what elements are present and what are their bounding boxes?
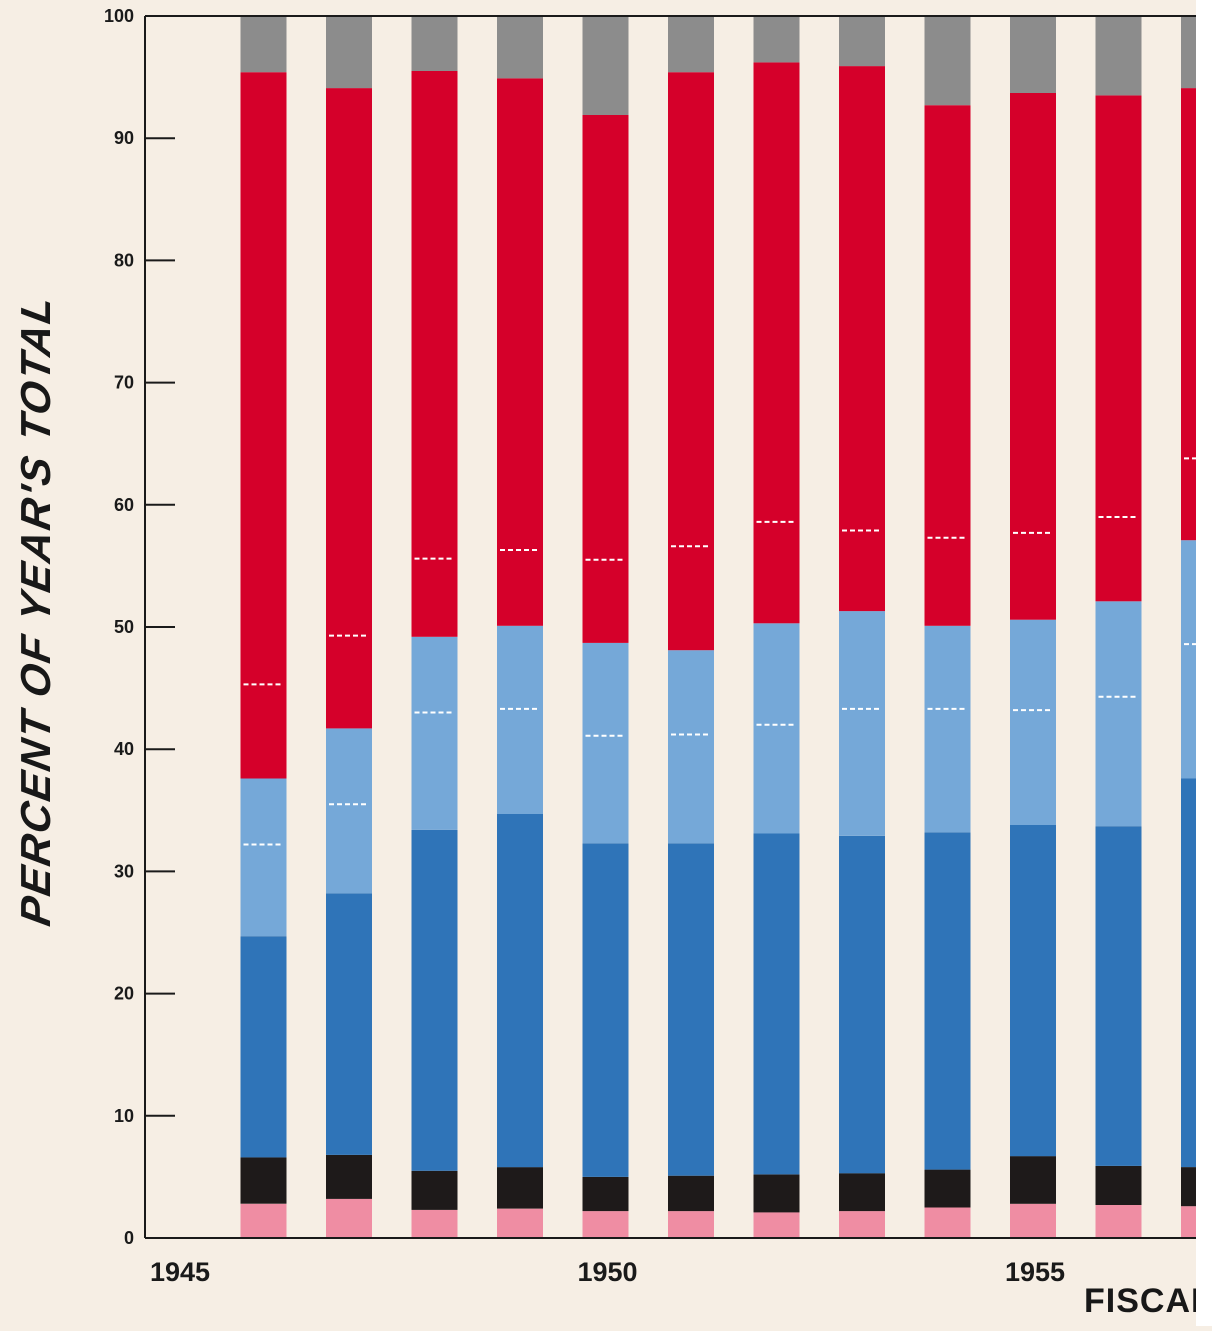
bar-segment-1948-1 — [412, 1171, 458, 1210]
y-tick-label-10: 10 — [114, 1106, 134, 1126]
bar-segment-1948-5 — [412, 16, 458, 71]
bar-segment-1946-5 — [241, 16, 287, 72]
bar-segment-1953-2 — [839, 836, 885, 1173]
bar-segment-1954-1 — [925, 1170, 971, 1208]
bar-segment-1954-4 — [925, 105, 971, 626]
bar-segment-1954-5 — [925, 16, 971, 105]
bar-segment-1949-0 — [497, 1209, 543, 1238]
bar-segment-1954-3 — [925, 626, 971, 833]
bar-segment-1951-2 — [668, 843, 714, 1175]
bar-segment-1951-0 — [668, 1211, 714, 1238]
bar-segment-1947-1 — [326, 1155, 372, 1199]
y-tick-label-20: 20 — [114, 984, 134, 1004]
bar-segment-1950-0 — [583, 1211, 629, 1238]
bar-segment-1948-4 — [412, 71, 458, 637]
bar-segment-1952-3 — [754, 623, 800, 833]
x-tick-label-1955: 1955 — [1005, 1257, 1065, 1287]
bar-segment-1947-4 — [326, 88, 372, 728]
bar-segment-1954-0 — [925, 1208, 971, 1239]
bar-segment-1949-1 — [497, 1167, 543, 1209]
y-tick-label-60: 60 — [114, 495, 134, 515]
bar-segment-1946-2 — [241, 936, 287, 1157]
bar-segment-1947-5 — [326, 16, 372, 88]
y-tick-label-50: 50 — [114, 617, 134, 637]
bar-segment-1952-5 — [754, 16, 800, 62]
x-tick-label-1950: 1950 — [577, 1257, 637, 1287]
bar-segment-1949-5 — [497, 16, 543, 78]
y-tick-label-100: 100 — [104, 6, 134, 26]
page-edge — [1196, 0, 1212, 1326]
y-tick-label-40: 40 — [114, 739, 134, 759]
bar-segment-1953-1 — [839, 1173, 885, 1211]
bar-segment-1951-4 — [668, 72, 714, 650]
bar-segment-1953-0 — [839, 1211, 885, 1238]
bar-segment-1952-2 — [754, 834, 800, 1175]
x-tick-label-1945: 1945 — [150, 1257, 210, 1287]
bar-segment-1955-1 — [1010, 1156, 1056, 1204]
bar-segment-1956-2 — [1096, 826, 1142, 1166]
bar-segment-1956-4 — [1096, 95, 1142, 601]
bar-segment-1956-1 — [1096, 1166, 1142, 1205]
bar-segment-1950-3 — [583, 643, 629, 843]
y-tick-label-70: 70 — [114, 373, 134, 393]
y-tick-label-30: 30 — [114, 861, 134, 881]
bar-segment-1951-3 — [668, 650, 714, 843]
bar-segment-1953-5 — [839, 16, 885, 66]
bar-segment-1946-0 — [241, 1204, 287, 1238]
y-tick-label-90: 90 — [114, 128, 134, 148]
y-axis-title: PERCENT OF YEAR'S TOTAL — [12, 291, 60, 930]
bar-segment-1947-2 — [326, 893, 372, 1155]
bar-segment-1950-1 — [583, 1177, 629, 1211]
bar-segment-1948-0 — [412, 1210, 458, 1238]
bar-segment-1955-4 — [1010, 93, 1056, 620]
bar-segment-1956-0 — [1096, 1205, 1142, 1238]
bar-segment-1954-2 — [925, 832, 971, 1169]
bar-segment-1953-3 — [839, 611, 885, 836]
bar-segment-1946-4 — [241, 72, 287, 778]
bar-segment-1952-0 — [754, 1212, 800, 1238]
bar-segment-1956-3 — [1096, 601, 1142, 826]
bar-segment-1946-3 — [241, 779, 287, 937]
bar-segment-1949-2 — [497, 814, 543, 1167]
bar-segment-1947-0 — [326, 1199, 372, 1238]
bar-segment-1952-1 — [754, 1175, 800, 1213]
bar-segment-1953-4 — [839, 66, 885, 611]
bar-segment-1947-3 — [326, 728, 372, 893]
bar-segment-1949-4 — [497, 78, 543, 626]
bar-segment-1952-4 — [754, 62, 800, 623]
bar-segment-1950-5 — [583, 16, 629, 115]
y-tick-label-80: 80 — [114, 250, 134, 270]
bar-segment-1950-2 — [583, 843, 629, 1177]
bar-segment-1955-0 — [1010, 1204, 1056, 1238]
y-axis-title-container: PERCENT OF YEAR'S TOTAL — [6, 260, 66, 960]
x-axis-title: FISCAL — [1084, 1282, 1212, 1321]
bar-segment-1946-1 — [241, 1157, 287, 1203]
bar-segment-1950-4 — [583, 115, 629, 643]
bar-segment-1955-5 — [1010, 16, 1056, 93]
bar-segment-1955-2 — [1010, 825, 1056, 1156]
bars-group — [241, 16, 1212, 1238]
y-tick-label-0: 0 — [124, 1228, 134, 1248]
bar-segment-1948-2 — [412, 830, 458, 1171]
bar-segment-1951-5 — [668, 16, 714, 72]
bar-segment-1955-3 — [1010, 620, 1056, 825]
bar-segment-1956-5 — [1096, 16, 1142, 95]
bar-segment-1948-3 — [412, 637, 458, 830]
bar-segment-1949-3 — [497, 626, 543, 814]
bar-segment-1951-1 — [668, 1176, 714, 1211]
